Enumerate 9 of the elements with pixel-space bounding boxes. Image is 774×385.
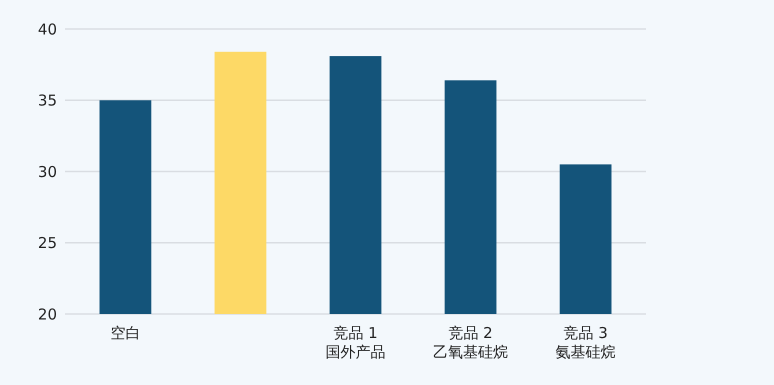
y-tick-label: 40: [38, 20, 57, 38]
y-tick-label: 30: [38, 162, 57, 181]
x-tick-label: 竞品 1 国外产品: [326, 324, 386, 361]
y-tick-label: 25: [38, 234, 57, 252]
x-tick-label: 空白: [110, 324, 140, 342]
y-tick-label: 35: [38, 92, 57, 110]
x-tick-label: 竞品 3 氨基硅烷: [556, 324, 616, 361]
x-tick-label: 竞品 2 乙氧基硅烷: [433, 324, 508, 361]
y-tick-label: 20: [38, 305, 57, 324]
